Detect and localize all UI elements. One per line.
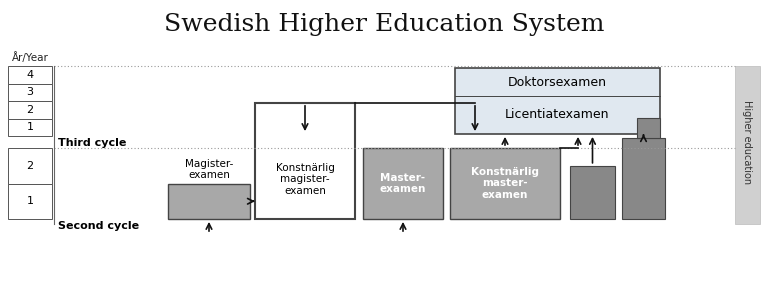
Bar <box>168 184 250 219</box>
Text: Licentiatexamen: Licentiatexamen <box>505 109 610 122</box>
Text: 3: 3 <box>26 87 34 97</box>
Text: 2: 2 <box>26 105 34 115</box>
Text: Third cycle: Third cycle <box>58 138 126 148</box>
Text: Higher education: Higher education <box>743 100 753 184</box>
Bar <box>8 84 52 101</box>
Bar <box>8 118 52 136</box>
Text: Second cycle: Second cycle <box>58 221 139 231</box>
Text: 1: 1 <box>26 196 34 206</box>
Bar <box>8 184 52 219</box>
Bar <box>735 66 760 224</box>
Bar <box>455 68 660 134</box>
Bar <box>570 166 615 219</box>
Bar <box>450 148 560 219</box>
Text: Magister-
examen: Magister- examen <box>185 159 233 180</box>
Text: År/Year: År/Year <box>12 52 48 63</box>
Bar <box>637 118 660 138</box>
Bar <box>8 66 52 84</box>
Bar <box>622 138 665 219</box>
Bar <box>363 148 443 219</box>
Text: 2: 2 <box>26 161 34 171</box>
Text: Swedish Higher Education System: Swedish Higher Education System <box>164 13 604 36</box>
Bar <box>255 103 355 219</box>
Bar <box>8 148 52 184</box>
Text: Master-
examen: Master- examen <box>380 173 426 194</box>
Text: Konstnärlig
magister-
examen: Konstnärlig magister- examen <box>275 163 335 196</box>
Bar <box>8 101 52 118</box>
Text: 4: 4 <box>26 70 34 80</box>
Text: 1: 1 <box>26 122 34 132</box>
Text: Konstnärlig
master-
examen: Konstnärlig master- examen <box>471 167 539 200</box>
Text: Doktorsexamen: Doktorsexamen <box>508 75 607 88</box>
